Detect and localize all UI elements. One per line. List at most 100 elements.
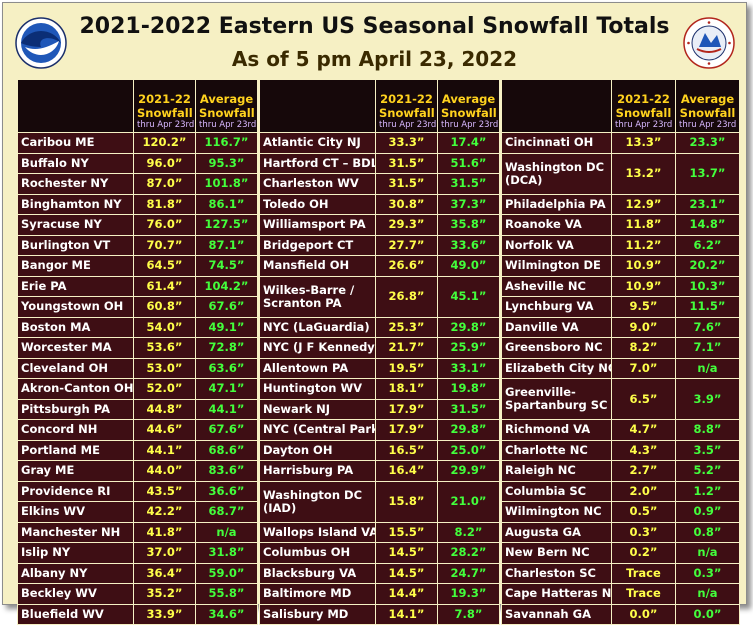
table-row: Boston MA 54.0” 49.1” [17, 316, 258, 338]
header-average: Average Snowfall thru Apr 23rd [195, 79, 258, 133]
table-row: Cleveland OH 53.0” 63.6” [17, 357, 258, 379]
station-name: NYC (LaGuardia) [259, 316, 376, 338]
season-snowfall-value: 0.3” [611, 521, 676, 543]
table-row: Norfolk VA 11.2” 6.2” [501, 234, 740, 256]
season-snowfall-value: 70.7” [133, 234, 196, 256]
season-snowfall-value: 17.9” [375, 419, 438, 441]
table-row: Cincinnati OH 13.3” 23.3” [501, 132, 740, 154]
season-snowfall-value: 11.8” [611, 214, 676, 236]
station-name: Elizabeth City NC [501, 357, 612, 379]
station-name: Wilmington NC [501, 501, 612, 523]
season-snowfall-value: 21.7” [375, 337, 438, 359]
average-snowfall-value: 104.2” [195, 275, 258, 297]
station-name: Allentown PA [259, 357, 376, 379]
table-row: Williamsport PA 29.3” 35.8” [259, 214, 500, 236]
average-snowfall-value: 6.2” [675, 234, 740, 256]
station-name: Akron-Canton OH [17, 378, 134, 400]
average-snowfall-value: 0.9” [675, 501, 740, 523]
station-name: NYC (J F Kennedy) [259, 337, 376, 359]
station-name: Rochester NY [17, 173, 134, 195]
table-row: Binghamton NY 81.8” 86.1” [17, 193, 258, 215]
header-blank [501, 79, 612, 133]
station-name: Richmond VA [501, 419, 612, 441]
average-snowfall-value: 8.8” [675, 419, 740, 441]
average-snowfall-value: 83.6” [195, 460, 258, 482]
average-snowfall-value: 28.2” [437, 542, 500, 564]
table-row: Lynchburg VA 9.5” 11.5” [501, 296, 740, 318]
station-name: Portland ME [17, 439, 134, 461]
station-name: Savannah GA [501, 603, 612, 625]
station-name: Huntington WV [259, 378, 376, 400]
season-snowfall-value: 87.0” [133, 173, 196, 195]
average-snowfall-value: 86.1” [195, 193, 258, 215]
average-snowfall-value: 72.8” [195, 337, 258, 359]
average-snowfall-value: 11.5” [675, 296, 740, 318]
station-name: Boston MA [17, 316, 134, 338]
station-name: Salisbury MD [259, 603, 376, 625]
station-name: Manchester NH [17, 521, 134, 543]
season-snowfall-value: 60.8” [133, 296, 196, 318]
season-snowfall-value: 14.1” [375, 603, 438, 625]
table-row: Greenville-Spartanburg SC 6.5” 3.9” [501, 378, 740, 420]
average-snowfall-value: 45.1” [437, 275, 500, 318]
average-snowfall-value: 44.1” [195, 398, 258, 420]
average-snowfall-value: 36.6” [195, 480, 258, 502]
header-season: 2021-22 Snowfall thru Apr 23rd [611, 79, 676, 133]
station-name: Providence RI [17, 480, 134, 502]
header-season: 2021-22 Snowfall thru Apr 23rd [133, 79, 196, 133]
station-name: Youngstown OH [17, 296, 134, 318]
station-name: Binghamton NY [17, 193, 134, 215]
average-snowfall-value: 49.0” [437, 255, 500, 277]
average-snowfall-value: 25.9” [437, 337, 500, 359]
header-blank [259, 79, 376, 133]
station-name: Cape Hatteras NC [501, 583, 612, 605]
table-row: Portland ME 44.1” 68.6” [17, 439, 258, 461]
average-snowfall-value: 13.7” [675, 152, 740, 195]
season-snowfall-value: 15.8” [375, 480, 438, 523]
average-snowfall-value: 3.5” [675, 439, 740, 461]
station-name: Columbia SC [501, 480, 612, 502]
average-snowfall-value: 68.6” [195, 439, 258, 461]
season-snowfall-value: 81.8” [133, 193, 196, 215]
snowfall-table-3: 2021-22 Snowfall thru Apr 23rd Average Snow… [501, 79, 740, 625]
snowfall-table-1: 2021-22 Snowfall thru Apr 23rd Average Snow… [17, 79, 258, 625]
station-name: Raleigh NC [501, 460, 612, 482]
average-snowfall-value: 23.1” [675, 193, 740, 215]
average-snowfall-value: 33.6” [437, 234, 500, 256]
season-snowfall-value: 36.4” [133, 562, 196, 584]
season-snowfall-value: 10.9” [611, 275, 676, 297]
season-snowfall-value: 30.8” [375, 193, 438, 215]
average-snowfall-value: 47.1” [195, 378, 258, 400]
average-snowfall-value: 3.9” [675, 378, 740, 420]
station-name: Concord NH [17, 419, 134, 441]
table-row: Newark NJ 17.9” 31.5” [259, 398, 500, 420]
season-snowfall-value: 27.7” [375, 234, 438, 256]
station-name: Wallops Island VA [259, 521, 376, 543]
season-snowfall-value: 44.0” [133, 460, 196, 482]
table-row: NYC (Central Park) 17.9” 29.8” [259, 419, 500, 441]
table-row: Manchester NH 41.8” n/a [17, 521, 258, 543]
station-name: Hartford CT – BDL [259, 152, 376, 174]
average-snowfall-value: 7.1” [675, 337, 740, 359]
season-snowfall-value: 14.5” [375, 542, 438, 564]
season-snowfall-value: 14.5” [375, 562, 438, 584]
season-snowfall-value: 41.8” [133, 521, 196, 543]
station-name: Atlantic City NJ [259, 132, 376, 154]
station-name: Albany NY [17, 562, 134, 584]
average-snowfall-value: 0.8” [675, 521, 740, 543]
average-snowfall-value: 63.6” [195, 357, 258, 379]
season-snowfall-value: 37.0” [133, 542, 196, 564]
average-snowfall-value: 34.6” [195, 603, 258, 625]
season-snowfall-value: 44.1” [133, 439, 196, 461]
average-snowfall-value: 51.6” [437, 152, 500, 174]
season-snowfall-value: 0.0” [611, 603, 676, 625]
table-row: Caribou ME 120.2” 116.7” [17, 132, 258, 154]
table-row: Syracuse NY 76.0” 127.5” [17, 214, 258, 236]
table-row: Baltimore MD 14.4” 19.3” [259, 583, 500, 605]
station-name: Greenville-Spartanburg SC [501, 378, 612, 420]
season-snowfall-value: 9.5” [611, 296, 676, 318]
average-snowfall-value: 29.9” [437, 460, 500, 482]
average-snowfall-value: 37.3” [437, 193, 500, 215]
average-snowfall-value: 87.1” [195, 234, 258, 256]
